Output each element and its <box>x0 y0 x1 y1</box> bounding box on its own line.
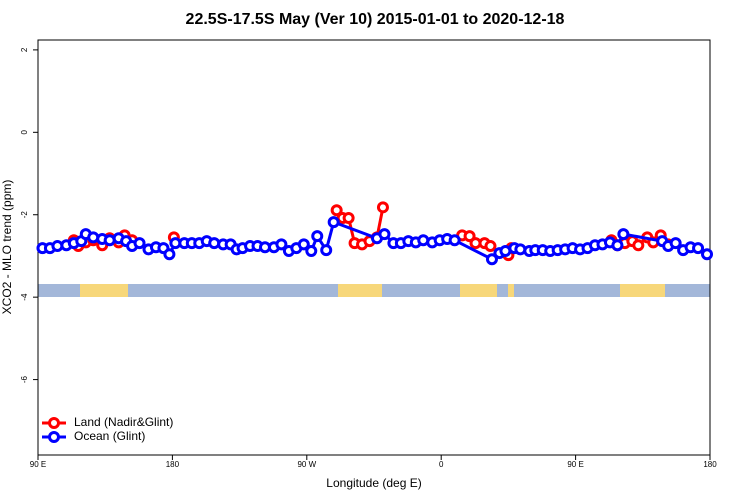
chart-title: 22.5S-17.5S May (Ver 10) 2015-01-01 to 2… <box>186 11 565 28</box>
data-point <box>378 228 391 241</box>
legend-marker <box>48 417 60 429</box>
x-tick-label: 180 <box>166 460 180 469</box>
x-tick-label: 90 E <box>567 460 583 469</box>
data-point <box>305 245 318 258</box>
x-tick-label: 0 <box>439 460 444 469</box>
legend-label: Land (Nadir&Glint) <box>74 415 173 429</box>
x-tick-label: 90 E <box>30 460 46 469</box>
data-point <box>632 239 645 252</box>
data-point <box>297 238 310 251</box>
x-axis-label: Longitude (deg E) <box>326 476 421 490</box>
data-point <box>320 244 333 257</box>
legend-label: Ocean (Glint) <box>74 429 145 443</box>
data-point <box>133 237 146 250</box>
data-point <box>311 230 324 243</box>
y-tick-label: 0 <box>20 130 29 135</box>
data-point <box>701 248 714 261</box>
data-point <box>611 239 624 252</box>
x-tick-label: 90 W <box>297 460 316 469</box>
data-point <box>669 237 682 250</box>
y-tick-label: -4 <box>20 293 29 301</box>
y-tick-label: -6 <box>20 375 29 383</box>
data-point <box>342 212 355 225</box>
data-point <box>163 248 176 261</box>
data-point <box>87 231 100 244</box>
data-point <box>327 216 340 229</box>
y-tick-label: 2 <box>20 47 29 52</box>
y-axis-label: XCO2 - MLO trend (ppm) <box>0 180 14 315</box>
surface-band <box>38 284 710 297</box>
data-point <box>514 243 527 256</box>
data-point <box>463 230 476 243</box>
data-point <box>448 234 461 247</box>
x-tick-label: 180 <box>703 460 717 469</box>
legend-marker <box>48 431 60 443</box>
data-point <box>275 238 288 251</box>
data-point <box>617 228 630 241</box>
data-point <box>484 240 497 253</box>
y-tick-label: -2 <box>20 211 29 219</box>
data-point <box>485 253 498 266</box>
data-point <box>376 201 389 214</box>
data-point <box>330 204 343 217</box>
data-point <box>692 242 705 255</box>
